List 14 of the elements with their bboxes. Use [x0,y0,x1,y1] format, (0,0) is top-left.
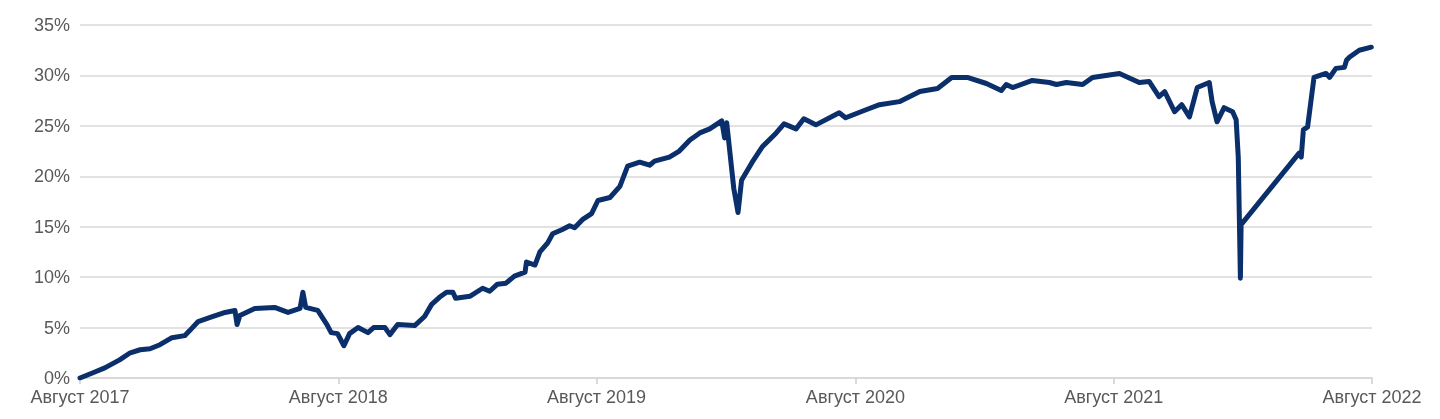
x-tick-label: Август 2022 [1322,387,1422,407]
y-tick-label: 30% [33,65,70,86]
y-tick-label: 20% [33,166,70,187]
y-tick-label: 5% [43,317,70,338]
y-tick-label: 35% [33,15,70,35]
x-tick-label: Август 2021 [1064,387,1164,407]
y-tick-label: 15% [33,216,70,237]
y-tick-label: 0% [43,368,70,388]
x-tick-label: Август 2017 [30,387,130,407]
y-tick-label: 25% [33,115,70,136]
y-tick-label: 10% [33,267,70,288]
x-tick-label: Август 2019 [546,387,647,407]
x-tick-label: Август 2018 [288,387,388,407]
x-tick-label: Август 2020 [805,387,906,407]
